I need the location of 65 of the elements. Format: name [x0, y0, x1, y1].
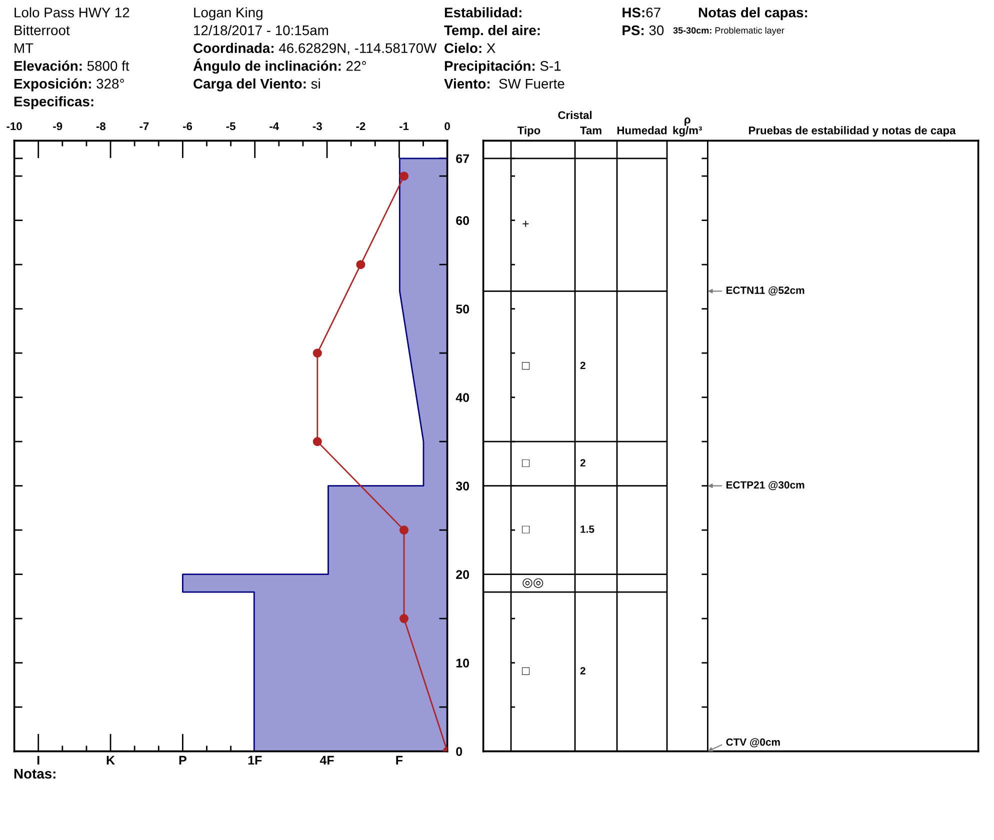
text: Ángulo de inclinación: 22° — [193, 58, 366, 74]
category-label: Humedad — [617, 126, 667, 134]
x-tick-label: -8 — [96, 122, 106, 130]
y-tick-label: 30 — [456, 482, 470, 490]
text: 35-30cm: Problematic layer — [673, 26, 784, 36]
text: 4F — [320, 756, 334, 765]
x-tick-label: -10 — [6, 122, 22, 130]
text: I — [37, 756, 40, 765]
text: Precipitación: S-1 — [444, 60, 561, 74]
text: Cielo: X — [444, 42, 496, 54]
x-tick-label: -3 — [312, 122, 322, 130]
text: K — [106, 756, 115, 765]
text: + — [522, 220, 529, 227]
x-tick-label: -1 — [399, 122, 409, 130]
text: □ — [522, 667, 530, 675]
x-tick-label: 0 — [444, 122, 450, 130]
text: Temp. del aire: — [444, 25, 540, 38]
text: Bitterroot — [14, 25, 70, 36]
y-tick-label: 50 — [456, 304, 470, 314]
category-label: Tipo — [518, 126, 540, 137]
text: Estabilidad: — [444, 7, 522, 18]
y-tick-label: 10 — [456, 658, 470, 668]
text: 12/18/2017 - 10:15am — [194, 25, 328, 36]
category-label: Tam — [580, 126, 602, 134]
x-tick-label: -6 — [182, 122, 192, 130]
text: ECTP21 @30cm — [726, 481, 804, 490]
y-tick-label: 40 — [456, 393, 470, 402]
text: 2 — [580, 459, 586, 466]
text: Coordinada: 46.62829N, -114.58170W — [194, 42, 437, 55]
text: Elevación: 5800 ft — [14, 60, 130, 71]
text: HS:67 — [622, 8, 660, 18]
text: Logan King — [194, 7, 262, 20]
text: P — [179, 756, 186, 765]
text: □ — [522, 526, 530, 534]
y-tick-label: 67 — [456, 154, 469, 164]
category-label: Pruebas de estabilidad y notas de capa — [749, 126, 956, 137]
text: Exposición: 328° — [14, 78, 124, 92]
text: ◎◎ — [522, 578, 544, 588]
text: □ — [522, 362, 530, 370]
text: MT — [14, 43, 34, 53]
x-tick-label: -5 — [226, 122, 236, 130]
category-label: ρ kg/m³ — [673, 117, 702, 137]
text: 2 — [580, 362, 586, 370]
text: Especificas: — [14, 96, 94, 110]
x-tick-label: -7 — [140, 122, 149, 130]
text: Lolo Pass HWY 12 — [14, 7, 130, 18]
text: Cristal — [558, 110, 592, 120]
text: F — [396, 756, 403, 765]
text: Notas del capas: — [698, 7, 808, 20]
text: CTV @0cm — [726, 738, 780, 748]
text: Notas: — [14, 768, 56, 779]
text: Carga del Viento: si — [194, 78, 320, 92]
x-tick-label: -4 — [270, 122, 279, 130]
text: ECTN11 @52cm — [726, 286, 804, 296]
text: Viento: SW Fuerte — [444, 78, 564, 89]
y-tick-label: 20 — [456, 570, 470, 579]
text: 1.5 — [580, 526, 594, 533]
y-tick-label: 0 — [456, 747, 462, 756]
y-tick-label: 60 — [456, 216, 470, 225]
text: PS: 30 — [622, 25, 664, 36]
x-tick-label: -9 — [53, 122, 62, 130]
text: □ — [522, 459, 530, 467]
x-tick-label: -2 — [356, 122, 366, 130]
text: 2 — [580, 667, 586, 674]
text: 1F — [248, 756, 262, 765]
